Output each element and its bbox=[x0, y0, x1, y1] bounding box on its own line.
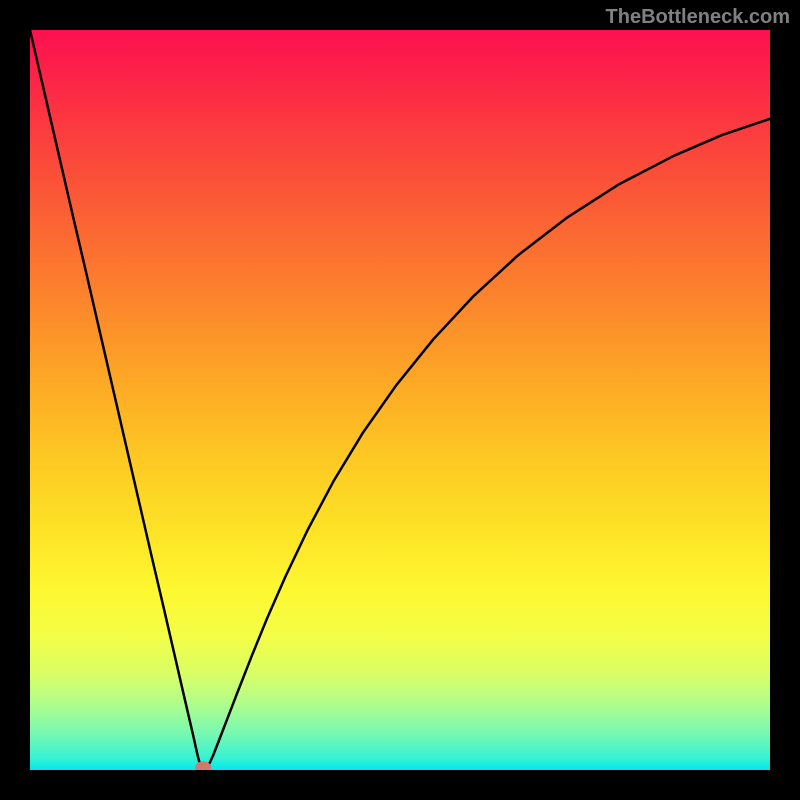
gradient-background bbox=[30, 30, 770, 770]
chart-svg bbox=[30, 30, 770, 770]
plot-area bbox=[30, 30, 770, 770]
watermark-text: TheBottleneck.com bbox=[606, 6, 790, 29]
chart-container: TheBottleneck.com bbox=[0, 0, 800, 800]
